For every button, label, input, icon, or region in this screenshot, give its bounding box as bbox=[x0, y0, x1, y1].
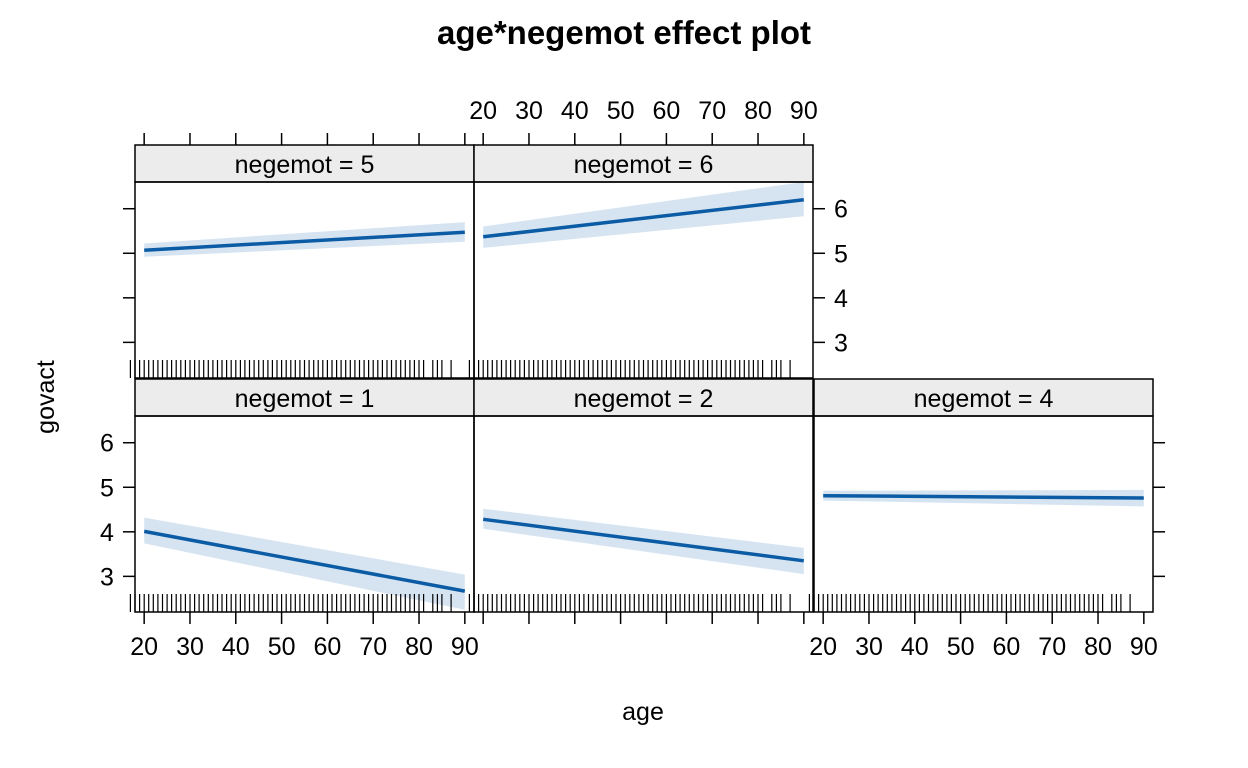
x-tick-label: 80 bbox=[1084, 633, 1112, 661]
y-tick-label: 5 bbox=[100, 474, 114, 502]
fit-line bbox=[143, 529, 466, 593]
x-tick-label: 80 bbox=[744, 97, 772, 125]
panel: negemot = 2 bbox=[468, 378, 814, 613]
x-tick-label: 50 bbox=[268, 633, 296, 661]
y-tick-label: 5 bbox=[834, 240, 848, 268]
x-axis-label: age bbox=[622, 698, 664, 726]
x-tick-label: 60 bbox=[992, 633, 1020, 661]
x-tick-label: 70 bbox=[359, 633, 387, 661]
fit-line bbox=[482, 198, 805, 239]
y-tick-label: 4 bbox=[100, 519, 114, 547]
fit-line bbox=[823, 493, 1144, 500]
x-tick-label: 30 bbox=[176, 633, 204, 661]
x-tick-label: 40 bbox=[901, 633, 929, 661]
fit-line bbox=[144, 230, 465, 252]
y-tick-label: 6 bbox=[100, 430, 114, 458]
x-tick-label: 70 bbox=[698, 97, 726, 125]
confidence-band bbox=[144, 222, 465, 257]
y-tick-label: 4 bbox=[834, 285, 848, 313]
x-tick-label: 20 bbox=[469, 97, 497, 125]
axes: 20 30 40 50 60 70 80 90 20 30 40 50 60 70 80 90 20 30 40 50… bbox=[100, 97, 1165, 661]
x-tick-label: 60 bbox=[313, 633, 341, 661]
panel-strip-label: negemot = 5 bbox=[235, 151, 375, 179]
y-tick-label: 6 bbox=[834, 196, 848, 224]
x-tick-label: 90 bbox=[790, 97, 818, 125]
panel-strip bbox=[134, 144, 475, 183]
panel-frame bbox=[134, 181, 475, 379]
fit-line bbox=[482, 517, 805, 563]
panel-strip-label: negemot = 4 bbox=[914, 385, 1054, 413]
x-tick-label: 40 bbox=[222, 633, 250, 661]
panel-strip-label: negemot = 2 bbox=[574, 385, 714, 413]
x-tick-label: 90 bbox=[1130, 633, 1158, 661]
panel: negemot = 4 bbox=[808, 378, 1154, 613]
panel-strip bbox=[473, 378, 814, 417]
x-tick-label: 20 bbox=[809, 633, 837, 661]
panel-strip-label: negemot = 1 bbox=[235, 385, 375, 413]
x-tick-label: 50 bbox=[947, 633, 975, 661]
x-tick-label: 70 bbox=[1038, 633, 1066, 661]
panel: negemot = 6 bbox=[468, 144, 814, 379]
x-tick-label: 60 bbox=[652, 97, 680, 125]
x-tick-label: 80 bbox=[405, 633, 433, 661]
panel-frame bbox=[813, 415, 1154, 613]
panel: negemot = 5 bbox=[129, 144, 475, 379]
x-tick-label: 90 bbox=[451, 633, 479, 661]
panel-strip-label: negemot = 6 bbox=[574, 151, 714, 179]
x-tick-label: 20 bbox=[130, 633, 158, 661]
panel-frame bbox=[473, 181, 814, 379]
y-tick-label: 3 bbox=[100, 563, 114, 591]
chart-title: age*negemot effect plot bbox=[437, 14, 811, 51]
confidence-band bbox=[483, 182, 804, 248]
x-tick-label: 40 bbox=[561, 97, 589, 125]
panel: negemot = 1 bbox=[129, 378, 475, 613]
y-tick-label: 3 bbox=[834, 329, 848, 357]
panel-frame bbox=[473, 415, 814, 613]
confidence-band bbox=[144, 517, 465, 610]
panels: negemot = 5 negemot = 6 negemot = 1 negemot… bbox=[100, 97, 1165, 661]
x-tick-label: 30 bbox=[855, 633, 883, 661]
x-tick-label: 30 bbox=[515, 97, 543, 125]
y-axis-label: govact bbox=[32, 360, 60, 434]
x-tick-label: 50 bbox=[607, 97, 635, 125]
